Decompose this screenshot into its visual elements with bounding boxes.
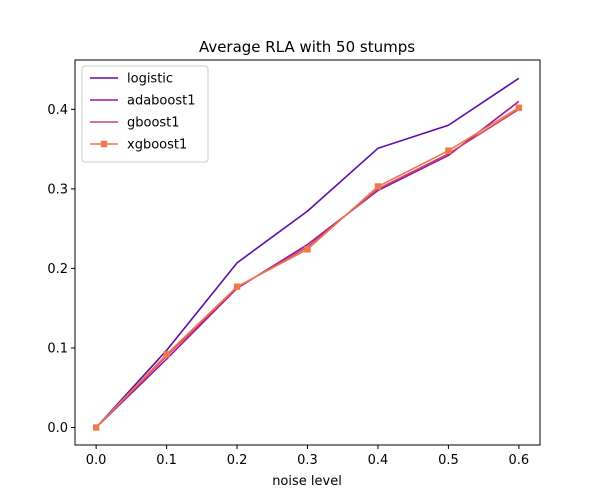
data-point-xgboost1 xyxy=(304,246,311,253)
data-point-xgboost1 xyxy=(374,183,382,190)
y-tick-label: 0.3 xyxy=(47,182,68,197)
series-line-logistic xyxy=(95,77,520,429)
legend: logistic adaboost1 gboost1 xgboost1 xyxy=(81,65,209,163)
x-axis-label: noise level xyxy=(272,474,342,489)
data-point-xgboost1 xyxy=(163,351,170,358)
x-tick-label: 0.3 xyxy=(297,453,318,468)
legend-label-logistic: logistic xyxy=(127,72,173,87)
x-tick-label: 0.0 xyxy=(86,453,107,468)
x-tick-label: 0.4 xyxy=(368,453,389,468)
series-line-adaboost1 xyxy=(95,100,520,429)
legend-label-xgboost1: xgboost1 xyxy=(127,138,187,153)
data-point-xgboost1 xyxy=(92,424,100,431)
axes-layer: 0.0 0.1 0.2 0.3 0.4 0.5 0.6 0.0 0.1 0.2 0.3 0.4 xyxy=(47,59,541,468)
x-tick-label: 0.5 xyxy=(438,453,459,468)
x-tick-label: 0.2 xyxy=(227,453,248,468)
legend-marker-xgboost1 xyxy=(100,140,108,148)
legend-box xyxy=(81,65,209,163)
x-tick-label: 0.1 xyxy=(156,453,177,468)
data-point-xgboost1 xyxy=(233,283,241,290)
data-point-xgboost1 xyxy=(515,104,523,111)
y-tick-label: 0.2 xyxy=(47,262,68,277)
x-tick-label: 0.6 xyxy=(509,453,530,468)
legend-label-gboost1: gboost1 xyxy=(127,116,180,131)
data-point-xgboost1 xyxy=(445,147,452,154)
chart-title: Average RLA with 50 stumps xyxy=(199,38,415,56)
y-tick-label: 0.0 xyxy=(47,421,68,436)
legend-label-adaboost1: adaboost1 xyxy=(127,94,196,109)
y-tick-label: 0.1 xyxy=(47,341,68,356)
series-layer xyxy=(92,77,523,431)
y-tick-label: 0.4 xyxy=(47,103,68,118)
